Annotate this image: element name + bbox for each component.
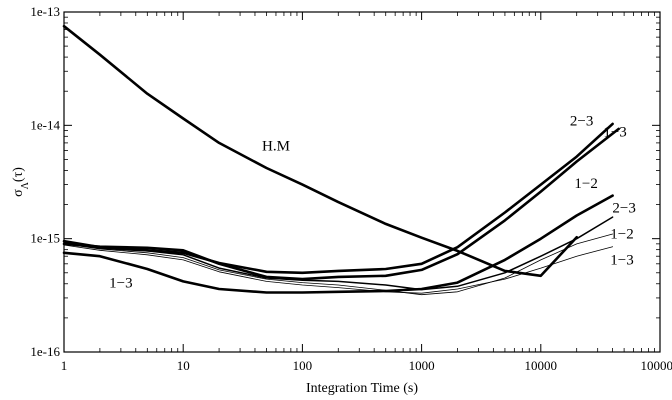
x-tick-label: 1 xyxy=(61,358,68,373)
series-line-7 xyxy=(63,244,613,294)
y-axis-label-sub: Λ xyxy=(20,181,31,189)
y-axis-label-tail: (τ) xyxy=(11,167,26,182)
y-axis-label: σΛ(τ) xyxy=(11,167,31,197)
curve-annotation: 1−2 xyxy=(574,176,597,192)
x-tick-label: 100000 xyxy=(641,358,672,373)
curve-annotation: H.M xyxy=(262,138,290,154)
series-line-5 xyxy=(63,216,614,291)
x-tick-label: 100 xyxy=(293,358,313,373)
curve-annotation: 1−3 xyxy=(610,253,633,269)
y-tick-label: 1e-14 xyxy=(30,117,60,132)
x-axis-label: Integration Time (s) xyxy=(306,381,418,396)
curve-annotation: 2−3 xyxy=(570,113,593,129)
curve-annotation: 1−2 xyxy=(610,227,633,243)
x-tick-label: 10 xyxy=(177,358,190,373)
y-tick-label: 1e-16 xyxy=(30,344,60,359)
x-tick-label: 10000 xyxy=(525,358,558,373)
series-layer xyxy=(62,24,620,296)
y-tick-label: 1e-15 xyxy=(30,231,60,246)
curve-annotation: 1−3 xyxy=(603,124,626,140)
ticks-layer: 1 10 100 1000 10000 100000 1e-16 1e-15 1e-14 1e-1… xyxy=(30,4,672,373)
x-tick-label: 1000 xyxy=(409,358,435,373)
y-tick-label: 1e-13 xyxy=(30,4,60,19)
plot-frame xyxy=(63,11,661,353)
curve-annotation: 1−3 xyxy=(109,276,132,292)
series-line-3 xyxy=(62,127,620,281)
annotation-layer: H.M 2−3 1−3 1−2 2−3 1−2 1−3 1−3 xyxy=(109,113,636,291)
curve-annotation: 2−3 xyxy=(612,201,635,217)
series-line-1 xyxy=(62,24,578,278)
series-line-2 xyxy=(62,122,614,275)
series-line-6 xyxy=(63,233,613,296)
series-line-4 xyxy=(62,194,614,294)
y-axis-label-main: σ xyxy=(11,189,26,197)
